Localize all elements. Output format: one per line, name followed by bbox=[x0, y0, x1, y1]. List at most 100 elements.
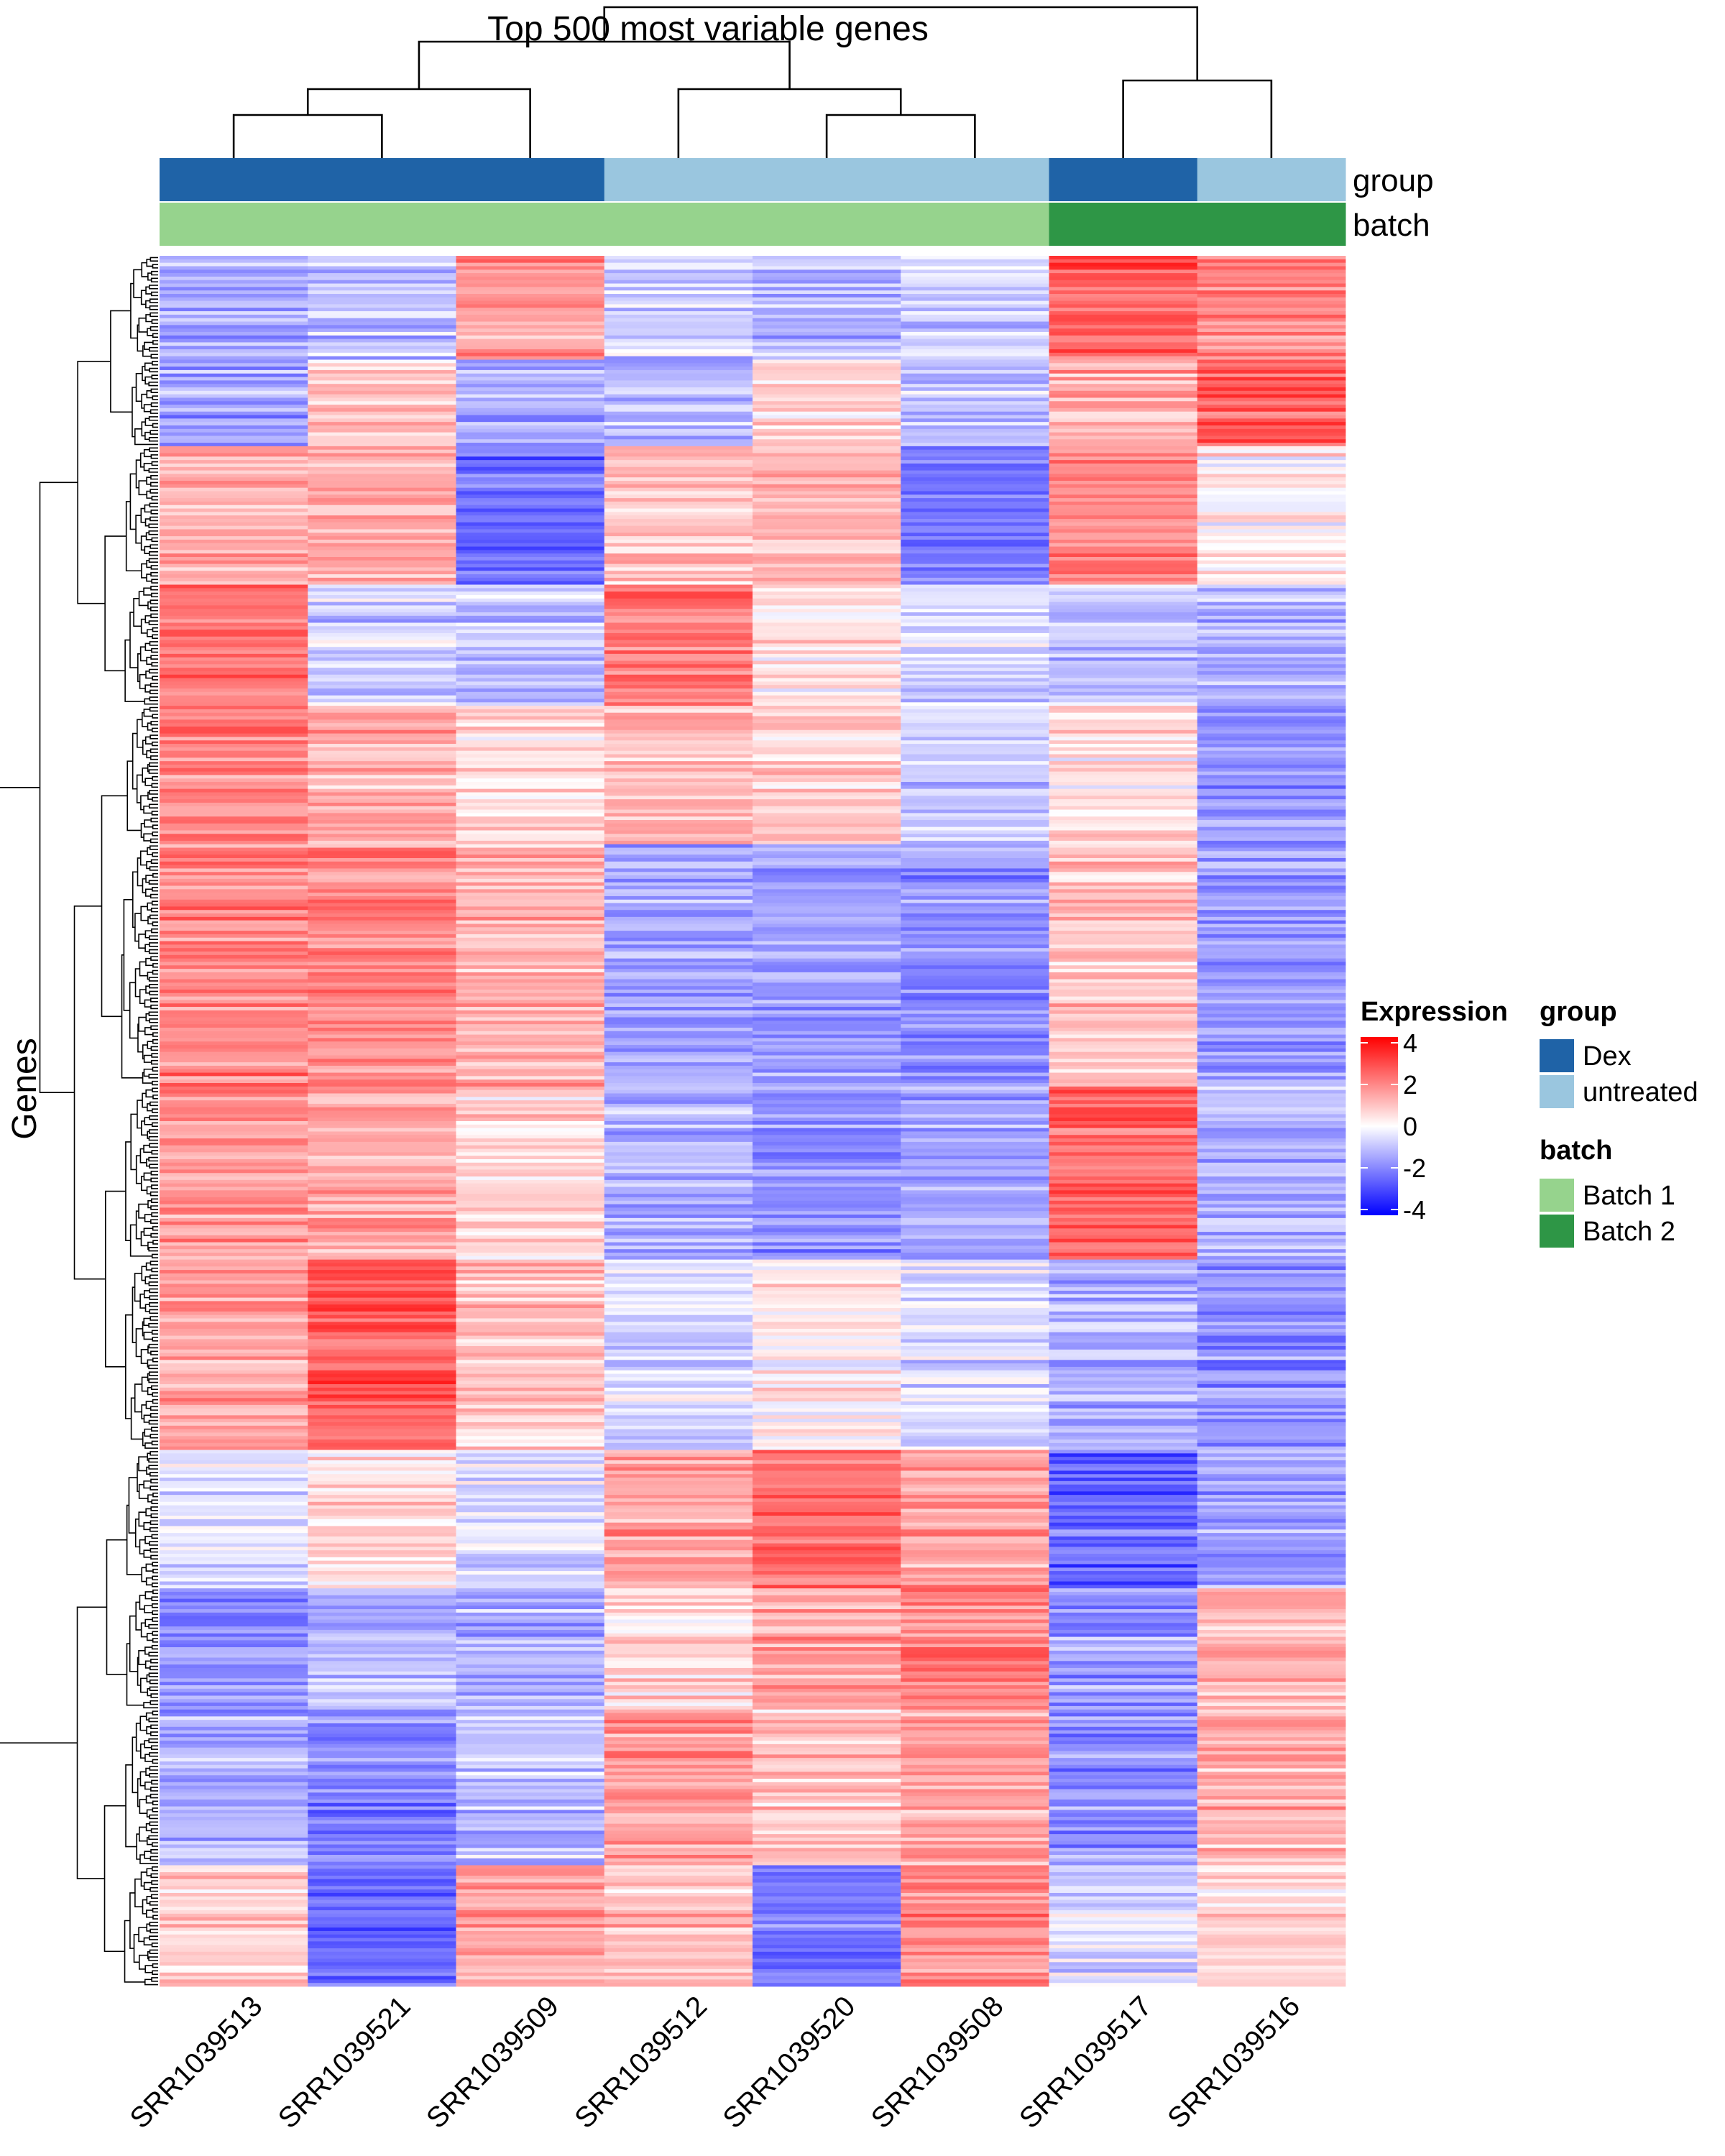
heatmap-cell bbox=[1197, 1131, 1346, 1135]
heatmap-cell bbox=[456, 975, 605, 980]
heatmap-cell bbox=[753, 1802, 901, 1807]
heatmap-cell bbox=[456, 872, 605, 876]
heatmap-cell bbox=[901, 1979, 1049, 1984]
row-dendrogram-branch bbox=[140, 618, 147, 634]
heatmap-cell bbox=[160, 1007, 308, 1011]
heatmap-cell bbox=[604, 1484, 753, 1488]
heatmap-cell bbox=[753, 1301, 901, 1305]
heatmap-cell bbox=[1049, 1131, 1198, 1135]
heatmap-cell bbox=[456, 1128, 605, 1132]
heatmap-cell bbox=[1049, 1588, 1198, 1593]
heatmap-cell bbox=[1049, 1436, 1198, 1440]
heatmap-cell bbox=[1197, 992, 1346, 998]
heatmap-cell bbox=[753, 1318, 901, 1322]
heatmap-cell bbox=[1197, 1837, 1346, 1842]
heatmap-cell bbox=[308, 1173, 456, 1177]
heatmap-cell bbox=[160, 293, 308, 298]
heatmap-cell bbox=[456, 1391, 605, 1395]
heatmap-cell bbox=[753, 1069, 901, 1073]
heatmap-cell bbox=[1197, 314, 1346, 319]
row-dendrogram-branch bbox=[140, 1871, 147, 1887]
heatmap-cell bbox=[456, 1851, 605, 1856]
heatmap-cell bbox=[1049, 1799, 1198, 1804]
heatmap-cell bbox=[604, 1187, 753, 1191]
heatmap-cell bbox=[160, 1983, 308, 1987]
heatmap-cell bbox=[160, 1190, 308, 1194]
heatmap-cell bbox=[456, 436, 605, 440]
heatmap-cell bbox=[456, 262, 605, 267]
heatmap-cell bbox=[753, 1779, 901, 1783]
heatmap-cell bbox=[901, 487, 1049, 492]
heatmap-cell bbox=[1049, 384, 1198, 388]
heatmap-cell bbox=[753, 1083, 901, 1087]
heatmap-cell bbox=[308, 671, 456, 676]
heatmap-cell bbox=[1197, 308, 1346, 312]
heatmap-cell bbox=[604, 342, 753, 346]
heatmap-cell bbox=[1049, 1612, 1198, 1617]
heatmap-cell bbox=[1049, 1695, 1198, 1700]
heatmap-cell bbox=[604, 1737, 753, 1741]
heatmap-cell bbox=[901, 342, 1049, 346]
heatmap-cell bbox=[753, 287, 901, 291]
heatmap-cell bbox=[604, 1207, 753, 1212]
heatmap-cell bbox=[456, 290, 605, 295]
heatmap-cell bbox=[160, 1667, 308, 1672]
heatmap-cell bbox=[456, 1667, 605, 1672]
heatmap-cell bbox=[1197, 1207, 1346, 1212]
row-dendrogram-branch bbox=[146, 1674, 150, 1682]
heatmap-cell bbox=[1049, 256, 1198, 260]
row-dendrogram-branch bbox=[150, 1059, 158, 1065]
heatmap-cell bbox=[604, 1086, 753, 1091]
heatmap-cell bbox=[753, 1353, 901, 1357]
heatmap-cell bbox=[1197, 1505, 1346, 1509]
heatmap-cell bbox=[308, 1907, 456, 1911]
heatmap-cell bbox=[753, 626, 901, 630]
row-dendrogram-branch bbox=[150, 1520, 158, 1525]
heatmap-cell bbox=[160, 809, 308, 814]
heatmap-cell bbox=[1197, 519, 1346, 523]
row-dendrogram-branch bbox=[152, 1095, 158, 1100]
heatmap-cell bbox=[160, 287, 308, 291]
heatmap-cell bbox=[308, 515, 456, 520]
heatmap-cell bbox=[753, 785, 901, 790]
heatmap-cell bbox=[901, 1716, 1049, 1720]
heatmap-cell bbox=[1197, 931, 1346, 935]
heatmap-cell bbox=[456, 1000, 605, 1004]
heatmap-cell bbox=[753, 477, 901, 482]
heatmap-cell bbox=[308, 931, 456, 935]
heatmap-cell bbox=[604, 823, 753, 828]
heatmap-cell bbox=[1049, 342, 1198, 346]
heatmap-cell bbox=[901, 632, 1049, 637]
heatmap-cell bbox=[456, 356, 605, 360]
heatmap-cell bbox=[456, 1470, 605, 1475]
heatmap-cell bbox=[456, 952, 605, 956]
heatmap-cell bbox=[901, 380, 1049, 384]
heatmap-cell bbox=[1049, 287, 1198, 291]
heatmap-cell bbox=[604, 1796, 753, 1800]
heatmap-cell bbox=[160, 1851, 308, 1856]
heatmap-cell bbox=[1197, 325, 1346, 329]
heatmap-cell bbox=[901, 346, 1049, 350]
heatmap-cell bbox=[753, 1211, 901, 1215]
heatmap-cell bbox=[308, 1013, 456, 1018]
heatmap-cell bbox=[604, 287, 753, 291]
heatmap-cell bbox=[753, 522, 901, 527]
row-dendrogram-branch bbox=[145, 532, 152, 540]
heatmap-cell bbox=[753, 1422, 901, 1427]
heatmap-cell bbox=[160, 474, 308, 478]
heatmap-cell bbox=[1197, 1775, 1346, 1779]
heatmap-cell bbox=[308, 1667, 456, 1672]
heatmap-cell bbox=[456, 1235, 605, 1240]
heatmap-cell bbox=[753, 1644, 901, 1648]
heatmap-cell bbox=[901, 893, 1049, 897]
heatmap-cell bbox=[1049, 1024, 1198, 1028]
heatmap-cell bbox=[753, 1453, 901, 1457]
heatmap-cell bbox=[1049, 903, 1198, 907]
heatmap-cell bbox=[901, 508, 1049, 512]
heatmap-cell bbox=[753, 1304, 901, 1309]
heatmap-cell bbox=[901, 972, 1049, 977]
heatmap-cell bbox=[1049, 1577, 1198, 1582]
heatmap-cell bbox=[1049, 1512, 1198, 1516]
heatmap-cell bbox=[456, 1221, 605, 1225]
heatmap-cell bbox=[1197, 1176, 1346, 1181]
